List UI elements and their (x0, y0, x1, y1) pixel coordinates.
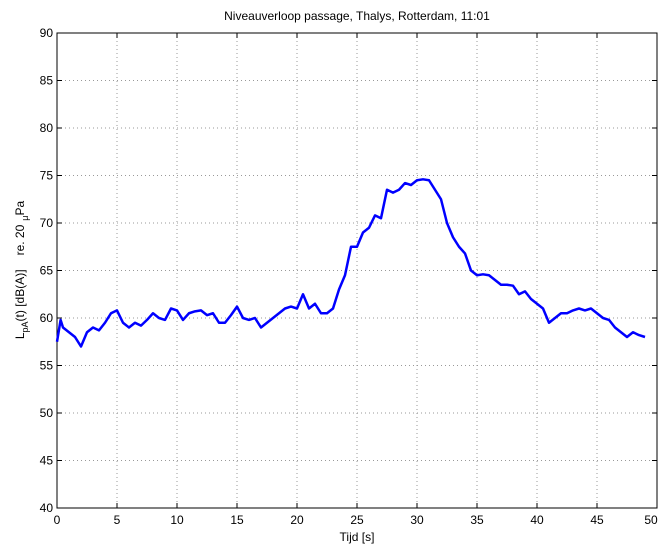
y-tick-label: 90 (40, 26, 54, 40)
plot-frame (56, 32, 658, 509)
line-series (55, 178, 646, 348)
y-label-part: L (13, 332, 27, 339)
x-tick-label: 0 (54, 513, 61, 527)
y-tick-label: 70 (40, 216, 54, 230)
y-tick-label: 50 (40, 406, 54, 420)
y-tick-label: 40 (40, 501, 54, 515)
x-tick-label: 50 (644, 513, 658, 527)
y-tick-label: 55 (40, 359, 54, 373)
y-tick-label: 80 (40, 121, 54, 135)
x-tick-label: 35 (470, 513, 484, 527)
x-tick-label: 40 (530, 513, 544, 527)
y-tick-label: 60 (40, 311, 54, 325)
y-label-part: Pa (13, 201, 27, 216)
y-tick-label: 65 (40, 264, 54, 278)
x-tick-label: 20 (290, 513, 304, 527)
y-tick-label: 45 (40, 454, 54, 468)
x-tick-label: 5 (114, 513, 121, 527)
y-label-sub: μ (20, 216, 30, 221)
y-label-sub: pA (20, 321, 30, 332)
x-tick-label: 25 (350, 513, 364, 527)
chart-title: Niveauverloop passage, Thalys, Rotterdam… (224, 9, 490, 23)
y-label-part: (t) [dB(A)] (13, 269, 27, 321)
x-tick-label: 10 (170, 513, 184, 527)
y-tick-label: 75 (40, 169, 54, 183)
y-tick-label: 85 (40, 74, 54, 88)
x-axis-label: Tijd [s] (340, 530, 375, 544)
y-axis-label: LpA(t) [dB(A)] re. 20 μPa (13, 201, 30, 340)
x-tick-label: 45 (590, 513, 604, 527)
x-tick-label: 15 (230, 513, 244, 527)
y-label-part: re. 20 (13, 224, 27, 255)
x-tick-label: 30 (410, 513, 424, 527)
